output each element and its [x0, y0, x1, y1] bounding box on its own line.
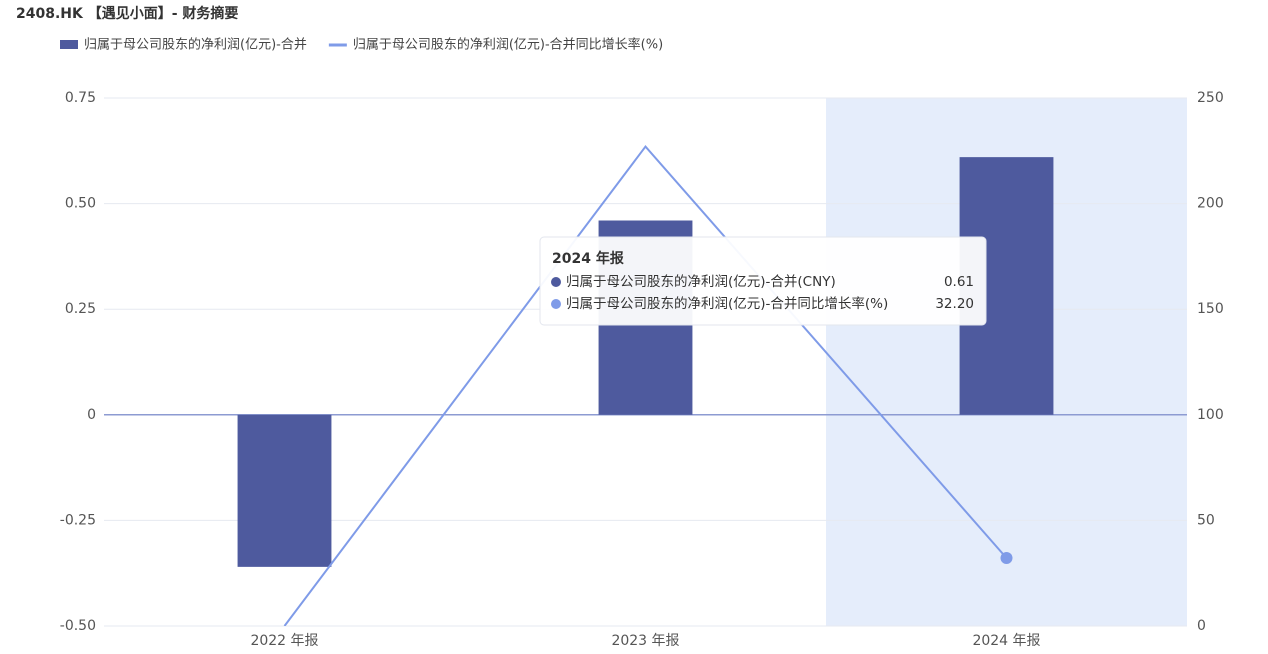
chart-title: 2408.HK 【遇见小面】- 财务摘要	[16, 5, 238, 22]
tooltip-value: 32.20	[935, 296, 974, 312]
y-tick-label: -0.25	[60, 512, 96, 528]
bar	[237, 414, 332, 567]
y-tick-label: 0.75	[65, 90, 96, 106]
legend-label[interactable]: 归属于母公司股东的净利润(亿元)-合并同比增长率(%)	[353, 37, 663, 53]
y2-tick-label: 250	[1197, 90, 1224, 106]
tooltip	[539, 236, 987, 326]
tooltip-name: 归属于母公司股东的净利润(亿元)-合并同比增长率(%)	[566, 295, 888, 312]
y-tick-label: 0.50	[65, 196, 96, 212]
y2-tick-label: 0	[1197, 618, 1206, 634]
legend-label[interactable]: 归属于母公司股东的净利润(亿元)-合并	[84, 37, 307, 53]
tooltip-name: 归属于母公司股东的净利润(亿元)-合并(CNY)	[566, 273, 836, 290]
y2-tick-label: 150	[1197, 301, 1224, 317]
y-tick-label: -0.50	[60, 618, 96, 634]
tooltip-title: 2024 年报	[552, 250, 624, 267]
x-tick-label: 2024 年报	[972, 633, 1040, 649]
tooltip-dot	[551, 299, 561, 309]
x-tick-label: 2023 年报	[611, 633, 679, 649]
y-tick-label: 0.25	[65, 301, 96, 317]
line-point	[1000, 551, 1013, 564]
tooltip-value: 0.61	[944, 274, 974, 290]
y2-tick-label: 50	[1197, 512, 1215, 528]
y2-tick-label: 200	[1197, 196, 1224, 212]
tooltip-dot	[551, 277, 561, 287]
y2-tick-label: 100	[1197, 407, 1224, 423]
legend-swatch	[60, 40, 78, 49]
line	[283, 144, 1008, 626]
x-tick-label: 2022 年报	[250, 633, 318, 649]
y-tick-label: 0	[87, 407, 96, 423]
